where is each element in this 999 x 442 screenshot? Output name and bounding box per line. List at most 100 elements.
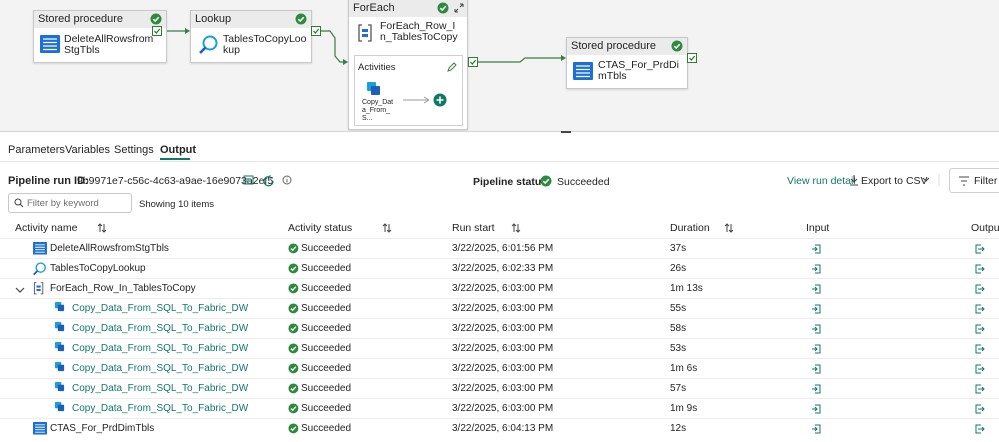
table-row[interactable]: Copy_Data_From_SQL_To_Fabric_DW Succeeded… <box>0 338 999 359</box>
out-icon[interactable] <box>975 404 985 417</box>
check-icon <box>288 383 299 397</box>
activity-name: DeleteAllRowsfromStgTbls <box>50 243 169 254</box>
sp-icon <box>573 62 593 83</box>
tab[interactable]: Settings <box>114 144 154 156</box>
run-start: 3/22/2025, 6:03:00 PM <box>452 303 554 314</box>
activity-node[interactable]: Lookup TablesToCopyLookup <box>190 10 312 63</box>
column-header[interactable]: Activity status <box>288 222 353 234</box>
activity-name[interactable]: Copy_Data_From_SQL_To_Fabric_DW <box>72 383 249 394</box>
run-id-actions[interactable] <box>243 174 283 187</box>
tab[interactable]: Parameters <box>8 144 65 156</box>
column-header[interactable]: Duration <box>670 222 710 234</box>
sp-icon <box>33 422 47 437</box>
search-placeholder: Filter by keyword <box>27 198 99 209</box>
foreach-icon <box>33 282 44 297</box>
copy-icon <box>55 302 65 314</box>
activity-status: Succeeded <box>301 403 352 414</box>
activity-name[interactable]: Copy_Data_From_SQL_To_Fabric_DW <box>72 323 249 334</box>
io-icon[interactable] <box>811 384 821 397</box>
activity-name[interactable]: Copy_Data_From_SQL_To_Fabric_DW <box>72 403 249 414</box>
activity-name[interactable]: Copy_Data_From_SQL_To_Fabric_DW <box>72 363 249 374</box>
column-header[interactable]: Output <box>971 222 999 234</box>
activity-node[interactable]: Stored procedure CTAS_For_PrdDimTbls <box>566 37 688 89</box>
out-icon[interactable] <box>975 264 985 277</box>
export-menu[interactable] <box>921 174 947 186</box>
table-row[interactable]: TablesToCopyLookup Succeeded 3/22/2025, 6:… <box>0 258 999 279</box>
success-port[interactable] <box>311 26 321 36</box>
io-icon[interactable] <box>811 424 821 437</box>
io-icon[interactable] <box>811 244 821 257</box>
filter-button[interactable]: Filter <box>949 168 999 193</box>
activity-node[interactable]: Stored procedure DeleteAllRowsfromStgTbl… <box>33 10 167 63</box>
duration: 37s <box>670 243 687 254</box>
table-row[interactable]: Copy_Data_From_SQL_To_Fabric_DW Succeeded… <box>0 318 999 339</box>
table-row[interactable]: CTAS_For_PrdDimTbls Succeeded 3/22/2025, 6… <box>0 418 999 439</box>
io-icon[interactable] <box>811 284 821 297</box>
out-icon[interactable] <box>975 284 985 297</box>
lookup-icon <box>199 35 219 58</box>
duration: 55s <box>670 303 687 314</box>
check-icon <box>540 175 552 190</box>
node-type: ForEach <box>353 2 395 14</box>
io-icon[interactable] <box>811 344 821 357</box>
node-header: Lookup <box>191 11 311 28</box>
sp-icon <box>33 242 47 257</box>
column-header[interactable]: Activity name <box>15 222 78 234</box>
activity-status: Succeeded <box>301 263 352 274</box>
io-icon[interactable] <box>811 364 821 377</box>
out-icon[interactable] <box>975 364 985 377</box>
out-icon[interactable] <box>975 424 985 437</box>
table-row[interactable]: DeleteAllRowsfromStgTbls Succeeded 3/22/20… <box>0 238 999 259</box>
success-port[interactable] <box>687 53 697 63</box>
export-icon[interactable] <box>849 174 859 186</box>
add-activity[interactable] <box>401 92 457 108</box>
column-header[interactable]: Run start <box>452 222 495 234</box>
activity-status: Succeeded <box>301 323 352 334</box>
view-run-detail[interactable]: View run detail <box>787 175 856 187</box>
out-icon[interactable] <box>975 324 985 337</box>
table-row[interactable]: Copy_Data_From_SQL_To_Fabric_DW Succeeded… <box>0 358 999 379</box>
activity-name[interactable]: Copy_Data_From_SQL_To_Fabric_DW <box>72 303 249 314</box>
activity-status: Succeeded <box>301 283 352 294</box>
table-row[interactable]: Copy_Data_From_SQL_To_Fabric_DW Succeeded… <box>0 298 999 319</box>
io-icon[interactable] <box>811 404 821 417</box>
tab[interactable]: Variables <box>65 144 111 156</box>
check-icon <box>437 2 449 20</box>
export-csv[interactable]: Export to CSV <box>861 175 928 187</box>
table-row[interactable]: Copy_Data_From_SQL_To_Fabric_DW Succeeded… <box>0 398 999 419</box>
out-icon[interactable] <box>975 244 985 257</box>
run-start: 3/22/2025, 6:03:00 PM <box>452 323 554 334</box>
run-id: 9b9971e7-c56c-4c63-a9ae-16e9073a2ef5 <box>77 175 274 187</box>
check-icon <box>288 343 299 357</box>
tab-rule <box>0 161 999 162</box>
out-icon[interactable] <box>975 304 985 317</box>
copy-icon <box>55 382 65 394</box>
run-start: 3/22/2025, 6:01:56 PM <box>452 243 554 254</box>
activity-name[interactable]: Copy_Data_From_SQL_To_Fabric_DW <box>72 343 249 354</box>
out-icon[interactable] <box>975 384 985 397</box>
resize-handle[interactable] <box>561 131 571 133</box>
table-row[interactable]: ForEach_Row_In_TablesToCopy Succeeded 3/22… <box>0 278 999 299</box>
io-icon[interactable] <box>811 324 821 337</box>
inner-title: Activities <box>358 62 396 73</box>
search-box[interactable]: Filter by keyword <box>8 193 132 213</box>
info-icon[interactable] <box>282 175 292 185</box>
edit-icon[interactable] <box>447 62 457 72</box>
check-icon <box>288 423 299 437</box>
foreach-node[interactable]: ForEach ForEach_Row_In_TablesToCopy Acti… <box>348 0 468 130</box>
check-icon <box>295 13 307 31</box>
success-port[interactable] <box>468 57 478 67</box>
io-icon[interactable] <box>811 264 821 277</box>
tab-selected[interactable]: Output <box>160 144 197 156</box>
io-icon[interactable] <box>811 304 821 317</box>
column-header[interactable]: Input <box>806 222 830 234</box>
success-port[interactable] <box>152 26 162 36</box>
expand-icon[interactable] <box>454 3 464 13</box>
node-type: Stored procedure <box>38 13 123 25</box>
run-start: 3/22/2025, 6:03:00 PM <box>452 343 554 354</box>
out-icon[interactable] <box>975 344 985 357</box>
copy-icon <box>55 322 65 334</box>
table-row[interactable]: Copy_Data_From_SQL_To_Fabric_DW Succeeded… <box>0 378 999 399</box>
